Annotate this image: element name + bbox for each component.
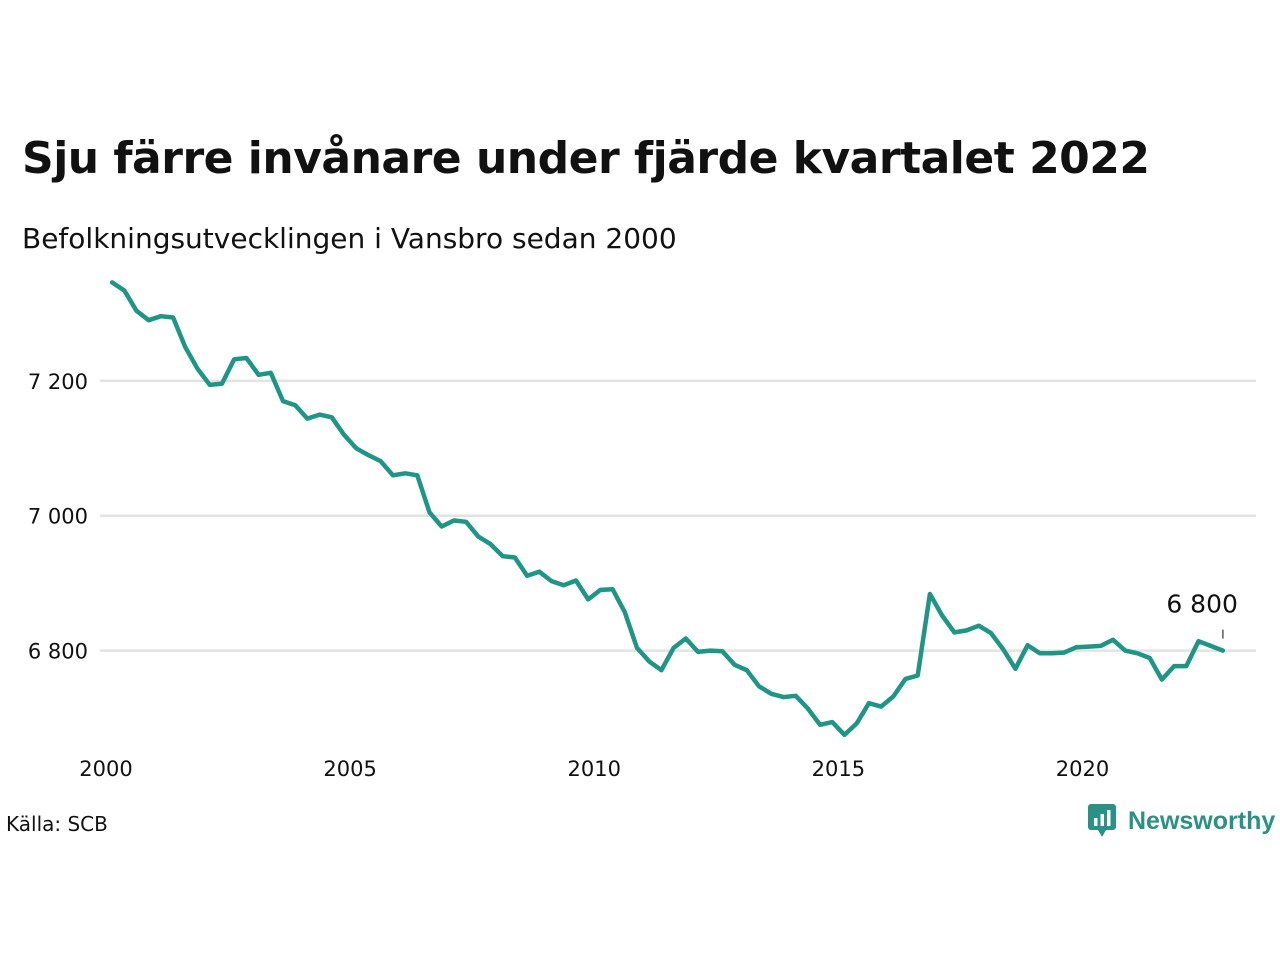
gridlines	[100, 379, 1256, 652]
brand-logo: Newsworthy	[1088, 804, 1275, 838]
series-line-layer	[109, 280, 1226, 738]
chart-subtitle: Befolkningsutvecklingen i Vansbro sedan …	[22, 222, 677, 255]
y-tick-label: 7 000	[28, 505, 88, 529]
y-tick-label: 7 200	[28, 370, 88, 394]
brand-name: Newsworthy	[1128, 806, 1276, 835]
end-label-layer: 6 800	[1166, 590, 1238, 639]
chart-title: Sju färre invånare under fjärde kvartale…	[22, 133, 1150, 184]
x-tick-label: 2000	[79, 757, 132, 781]
end-value-label: 6 800	[1166, 590, 1238, 619]
y-axis-ticks: 6 800 7 000 7 200	[28, 370, 88, 664]
newsworthy-logo-icon	[1088, 804, 1116, 837]
series-line	[109, 280, 1226, 738]
x-tick-label: 2005	[323, 757, 376, 781]
x-tick-label: 2010	[568, 757, 621, 781]
x-tick-label: 2015	[812, 757, 865, 781]
x-tick-label: 2020	[1056, 757, 1109, 781]
source-note: Källa: SCB	[6, 812, 108, 836]
y-tick-label: 6 800	[28, 640, 88, 664]
x-axis-ticks: 2000 2005 2010 2015 2020	[79, 757, 1109, 781]
